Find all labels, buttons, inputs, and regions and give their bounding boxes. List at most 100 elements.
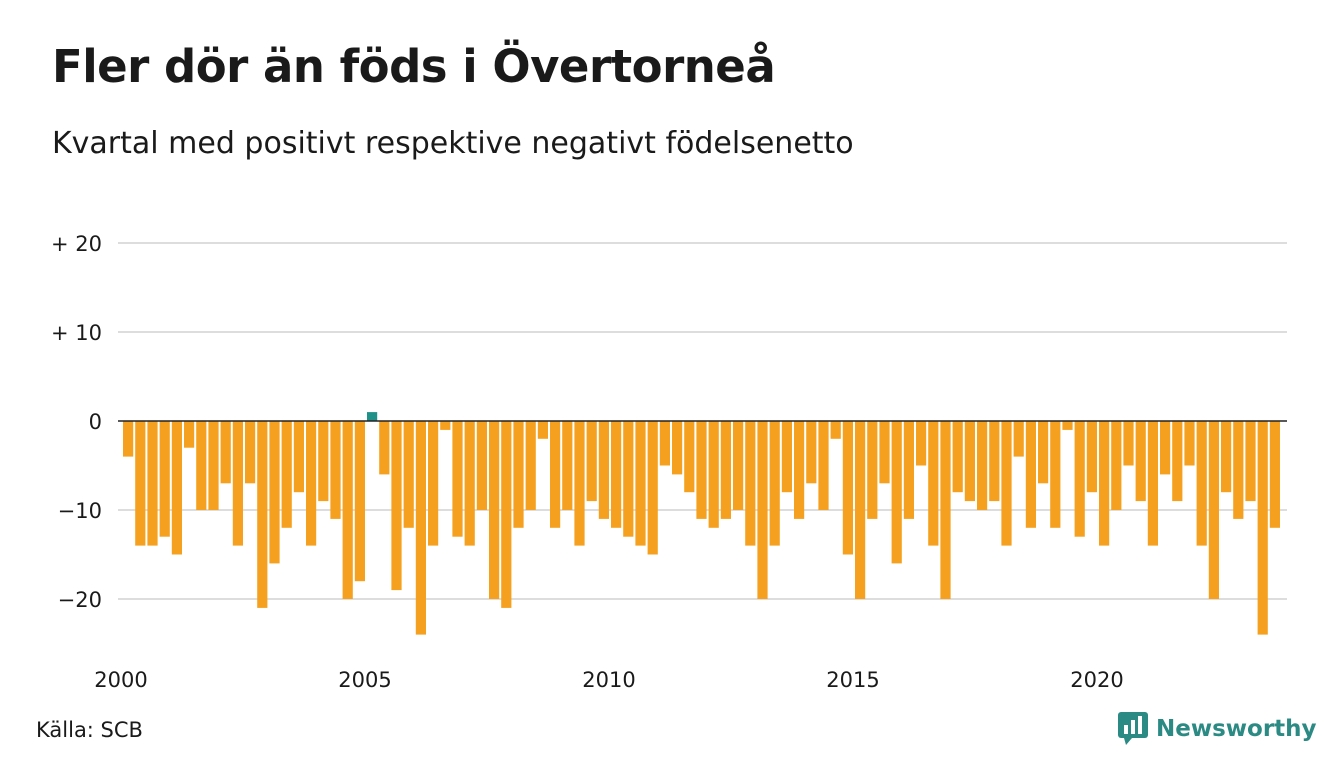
bar xyxy=(367,412,378,421)
bar xyxy=(501,421,512,608)
bar xyxy=(1025,421,1036,528)
bar xyxy=(1111,421,1122,510)
bar xyxy=(342,421,353,599)
bar xyxy=(940,421,951,599)
bar xyxy=(1062,421,1073,430)
brand-logo: Newsworthy xyxy=(1118,712,1317,746)
chart-title: Fler dör än föds i Övertorneå xyxy=(52,40,776,93)
bar xyxy=(135,421,146,546)
bar xyxy=(562,421,573,510)
bar xyxy=(476,421,487,510)
bar xyxy=(159,421,170,537)
brand-name: Newsworthy xyxy=(1156,716,1317,742)
bar xyxy=(855,421,866,599)
bar xyxy=(806,421,817,484)
bar xyxy=(281,421,292,528)
bar xyxy=(574,421,585,546)
bar xyxy=(708,421,719,528)
y-axis-ticks: + 20 + 10 0 −10 −20 xyxy=(51,232,102,612)
bar xyxy=(440,421,451,430)
bar xyxy=(1184,421,1195,466)
bar xyxy=(684,421,695,493)
bar xyxy=(1208,421,1219,599)
bar xyxy=(867,421,878,519)
bar xyxy=(1233,421,1244,519)
bar xyxy=(293,421,304,493)
bar xyxy=(879,421,890,484)
y-tick-label: 0 xyxy=(89,410,102,434)
bar xyxy=(989,421,1000,502)
bar xyxy=(1172,421,1183,502)
bar xyxy=(1245,421,1256,502)
bar xyxy=(659,421,670,466)
bars xyxy=(123,412,1280,635)
x-tick-label: 2020 xyxy=(1070,668,1123,692)
bar xyxy=(1099,421,1110,546)
bar xyxy=(794,421,805,519)
bar xyxy=(623,421,634,537)
x-tick-label: 2000 xyxy=(94,668,147,692)
bar xyxy=(232,421,243,546)
bar xyxy=(403,421,414,528)
bar xyxy=(1050,421,1061,528)
bar xyxy=(672,421,683,475)
bar xyxy=(1123,421,1134,466)
bar xyxy=(891,421,902,564)
bar xyxy=(245,421,256,484)
bar xyxy=(1160,421,1171,475)
bar xyxy=(964,421,975,502)
bar xyxy=(550,421,561,528)
bar xyxy=(1221,421,1232,493)
bar xyxy=(635,421,646,546)
bar xyxy=(757,421,768,599)
bar xyxy=(537,421,548,439)
bar xyxy=(220,421,231,484)
bar xyxy=(928,421,939,546)
bar xyxy=(733,421,744,510)
bar xyxy=(903,421,914,519)
bar xyxy=(489,421,500,599)
y-tick-label: −10 xyxy=(58,499,102,523)
bar xyxy=(586,421,597,502)
x-tick-label: 2010 xyxy=(582,668,635,692)
bar-chart: + 20 + 10 0 −10 −20 2000 2005 2010 2015 2020 xyxy=(51,232,1287,692)
bar xyxy=(147,421,158,546)
bar xyxy=(1135,421,1146,502)
source-note: Källa: SCB xyxy=(36,718,143,742)
bar xyxy=(208,421,219,510)
bar xyxy=(1074,421,1085,537)
bar xyxy=(123,421,134,457)
bar xyxy=(1086,421,1097,493)
bar xyxy=(952,421,963,493)
bar xyxy=(464,421,475,546)
bar xyxy=(196,421,207,510)
bar xyxy=(1269,421,1280,528)
bar xyxy=(513,421,524,528)
bar xyxy=(696,421,707,519)
bar xyxy=(830,421,841,439)
bar xyxy=(1038,421,1049,484)
bar xyxy=(1147,421,1158,546)
bar xyxy=(769,421,780,546)
bar xyxy=(257,421,268,608)
bar xyxy=(269,421,280,564)
bar xyxy=(330,421,341,519)
x-tick-label: 2015 xyxy=(826,668,879,692)
bar xyxy=(745,421,756,546)
y-tick-label: + 10 xyxy=(51,321,102,345)
bar xyxy=(1001,421,1012,546)
bar xyxy=(647,421,658,555)
chart-subtitle: Kvartal med positivt respektive negativt… xyxy=(52,126,854,161)
x-axis-ticks: 2000 2005 2010 2015 2020 xyxy=(94,668,1123,692)
bar xyxy=(184,421,195,448)
bar xyxy=(428,421,439,546)
bar xyxy=(611,421,622,528)
bar xyxy=(977,421,988,510)
bar xyxy=(391,421,402,591)
bar xyxy=(1196,421,1207,546)
bar xyxy=(818,421,829,510)
bar xyxy=(916,421,927,466)
bar xyxy=(318,421,329,502)
bar xyxy=(598,421,609,519)
bar xyxy=(1013,421,1024,457)
